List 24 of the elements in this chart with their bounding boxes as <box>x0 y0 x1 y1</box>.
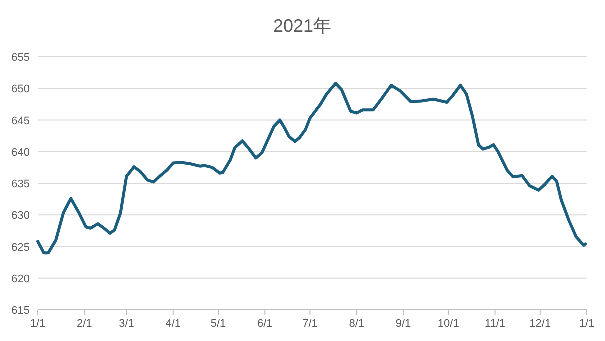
y-tick-label: 650 <box>12 84 30 96</box>
y-tick-label: 645 <box>12 115 30 128</box>
x-tick-label: 7/1 <box>302 318 318 330</box>
x-tick-label: 1/1 <box>579 318 595 330</box>
x-tick-label: 11/1 <box>484 318 506 330</box>
x-tick-label: 1/1 <box>30 318 46 330</box>
x-tick-label: 3/1 <box>119 318 134 330</box>
y-tick-label: 635 <box>12 178 30 190</box>
y-tick-label: 615 <box>12 305 30 317</box>
chart-title: 2021年 <box>273 16 332 36</box>
x-tick-label: 8/1 <box>349 318 365 330</box>
y-tick-label: 625 <box>12 242 30 254</box>
x-tick-label: 4/1 <box>166 318 182 330</box>
y-tick-label: 630 <box>12 210 30 222</box>
x-tick-label: 9/1 <box>396 318 412 330</box>
x-tick-label: 2/1 <box>76 318 92 330</box>
x-tick-label: 12/1 <box>530 318 552 330</box>
x-tick-label: 6/1 <box>257 318 273 330</box>
line-series <box>36 82 587 255</box>
x-tick-label: 10/1 <box>438 318 460 330</box>
y-tick-label: 620 <box>12 273 30 286</box>
y-tick-label: 640 <box>12 146 30 159</box>
x-tick-label: 5/1 <box>210 318 226 330</box>
y-tick-label: 655 <box>12 52 30 64</box>
